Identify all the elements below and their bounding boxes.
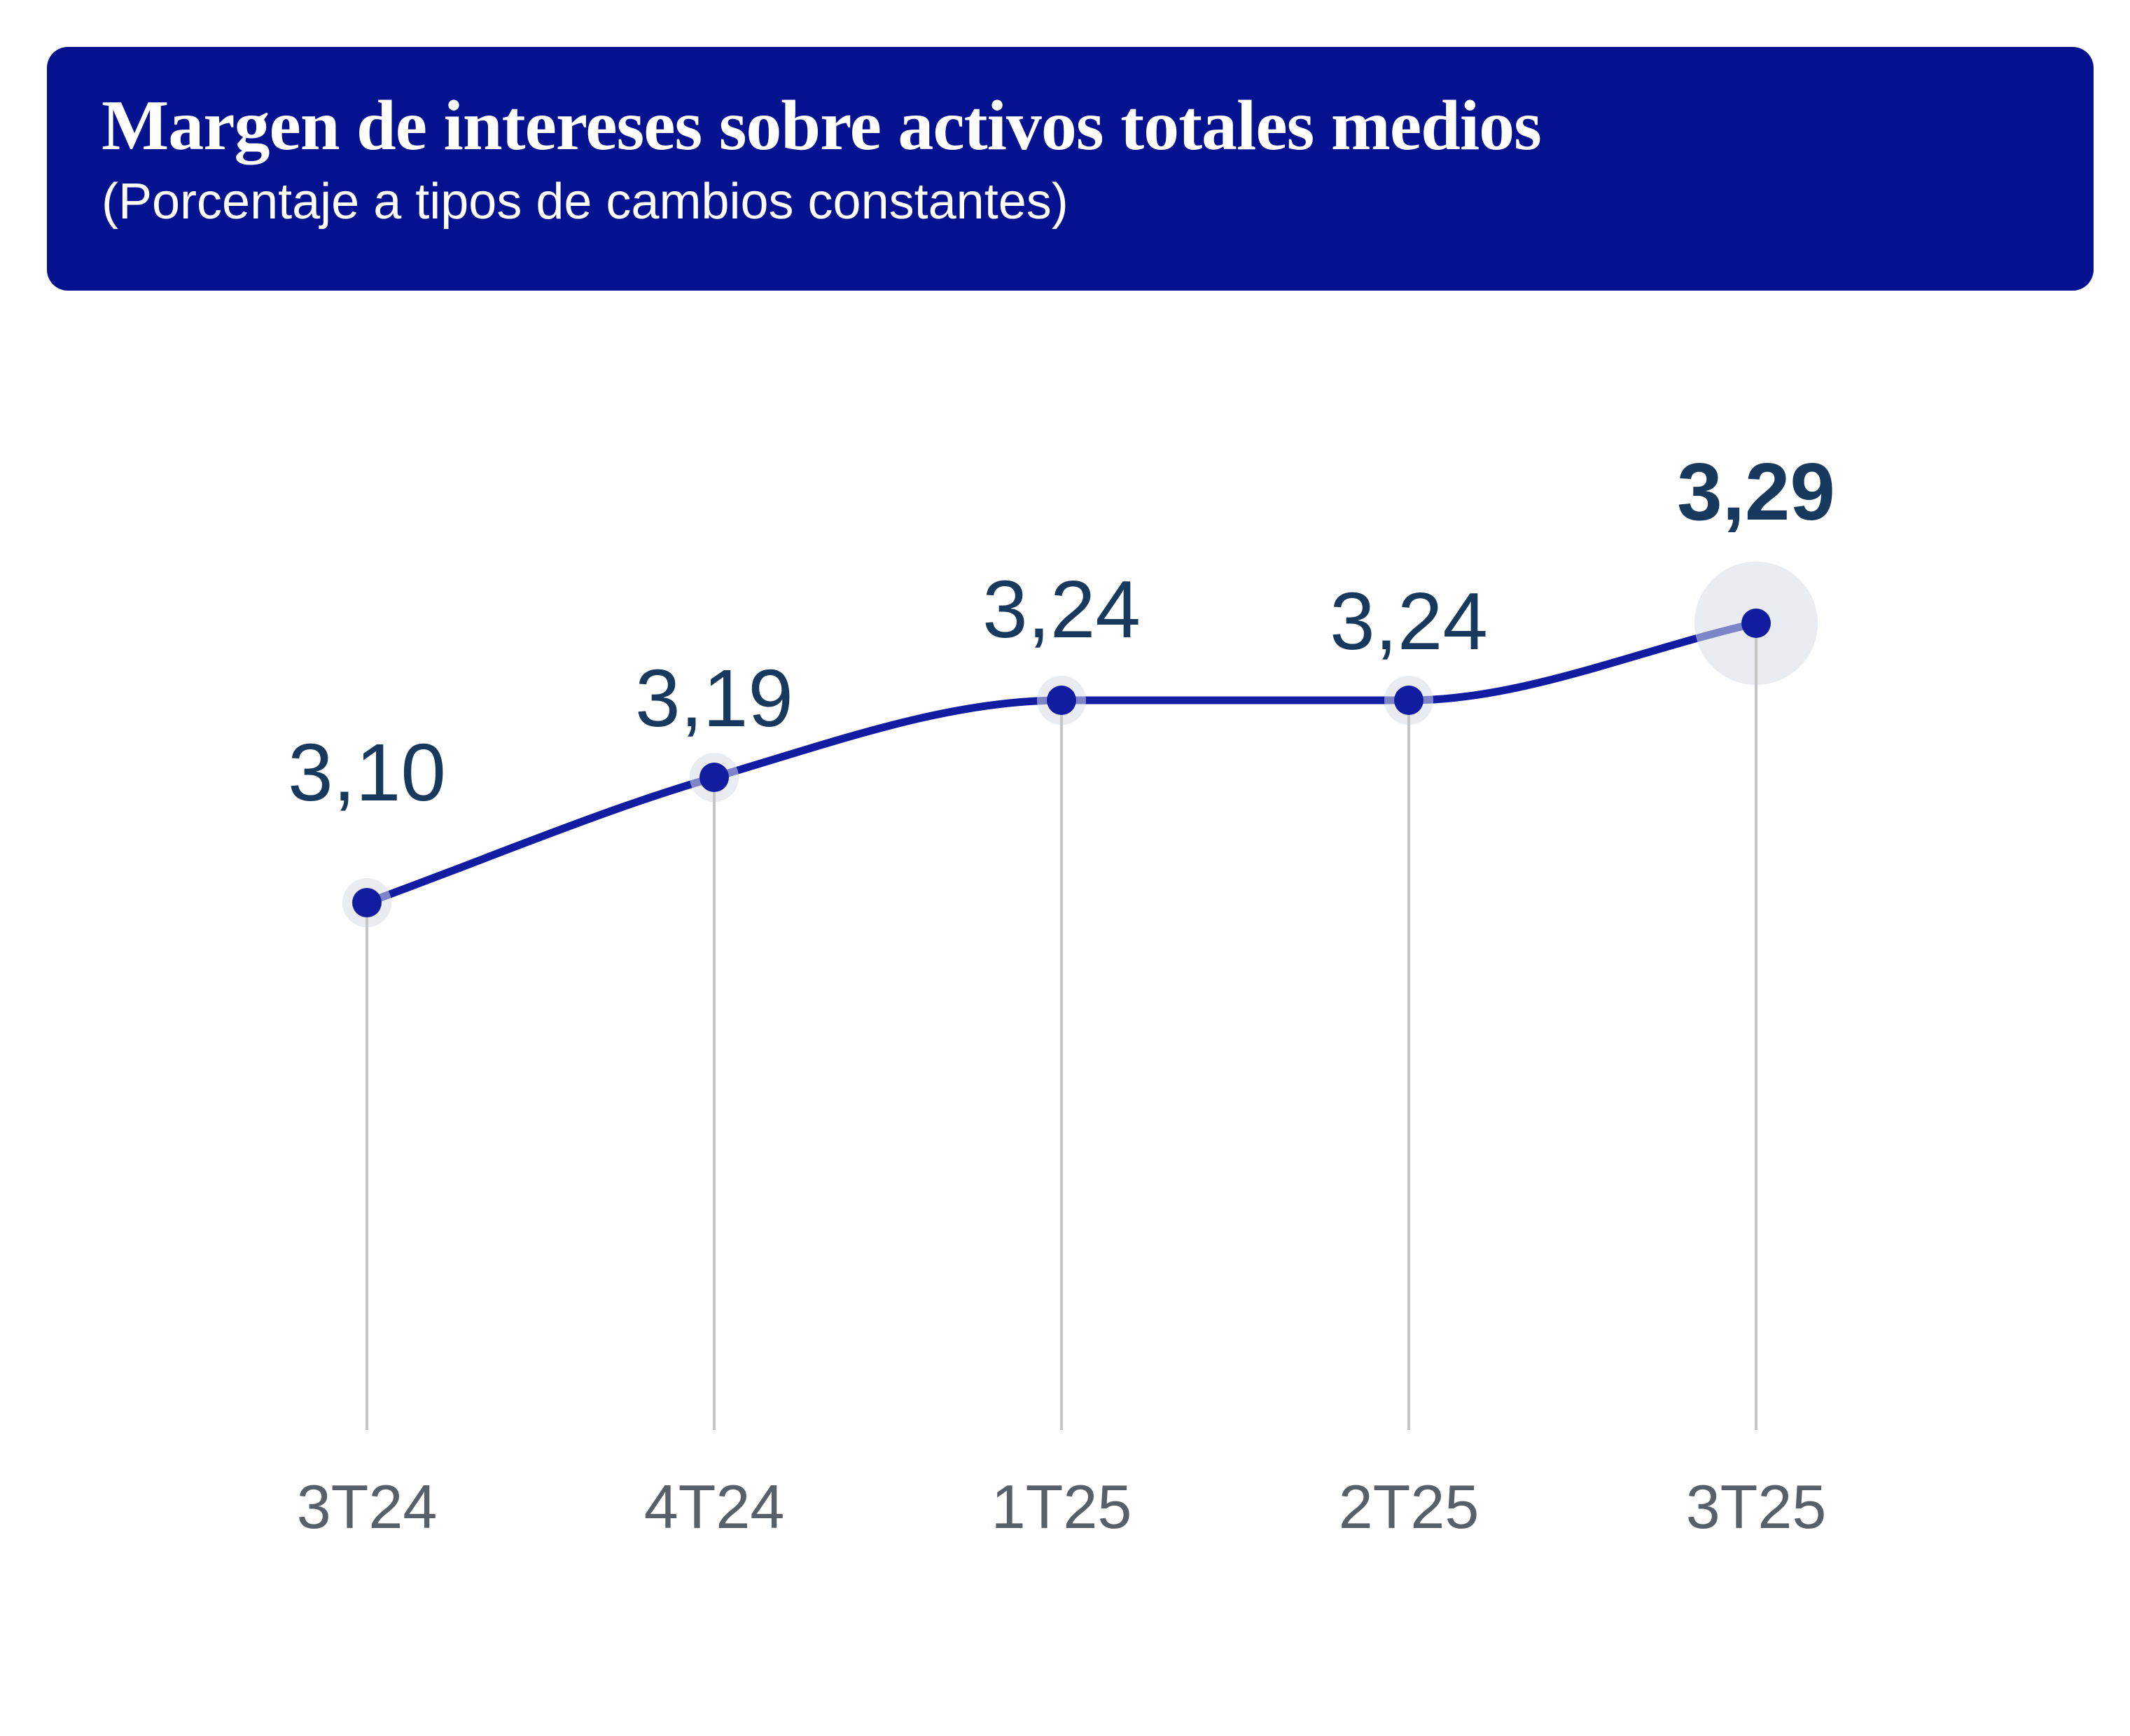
value-label: 3,24 bbox=[982, 564, 1141, 655]
data-point bbox=[1394, 686, 1424, 715]
value-label: 3,24 bbox=[1330, 576, 1488, 667]
chart-header-banner: Margen de intereses sobre activos totale… bbox=[47, 47, 2094, 291]
data-point bbox=[699, 763, 729, 792]
category-label: 1T25 bbox=[991, 1472, 1132, 1541]
category-label: 4T24 bbox=[644, 1472, 785, 1541]
value-label-emphasized: 3,29 bbox=[1677, 446, 1835, 537]
category-label: 3T24 bbox=[297, 1472, 438, 1541]
chart-subtitle: (Porcentaje a tipos de cambios constante… bbox=[102, 174, 1069, 230]
data-point bbox=[352, 888, 382, 917]
value-label: 3,10 bbox=[288, 727, 446, 818]
value-label: 3,19 bbox=[635, 653, 793, 744]
category-label: 3T25 bbox=[1686, 1472, 1827, 1541]
chart-title: Margen de intereses sobre activos totale… bbox=[102, 86, 1542, 165]
category-label: 2T25 bbox=[1339, 1472, 1480, 1541]
data-point bbox=[1047, 686, 1076, 715]
data-point bbox=[1741, 609, 1771, 638]
